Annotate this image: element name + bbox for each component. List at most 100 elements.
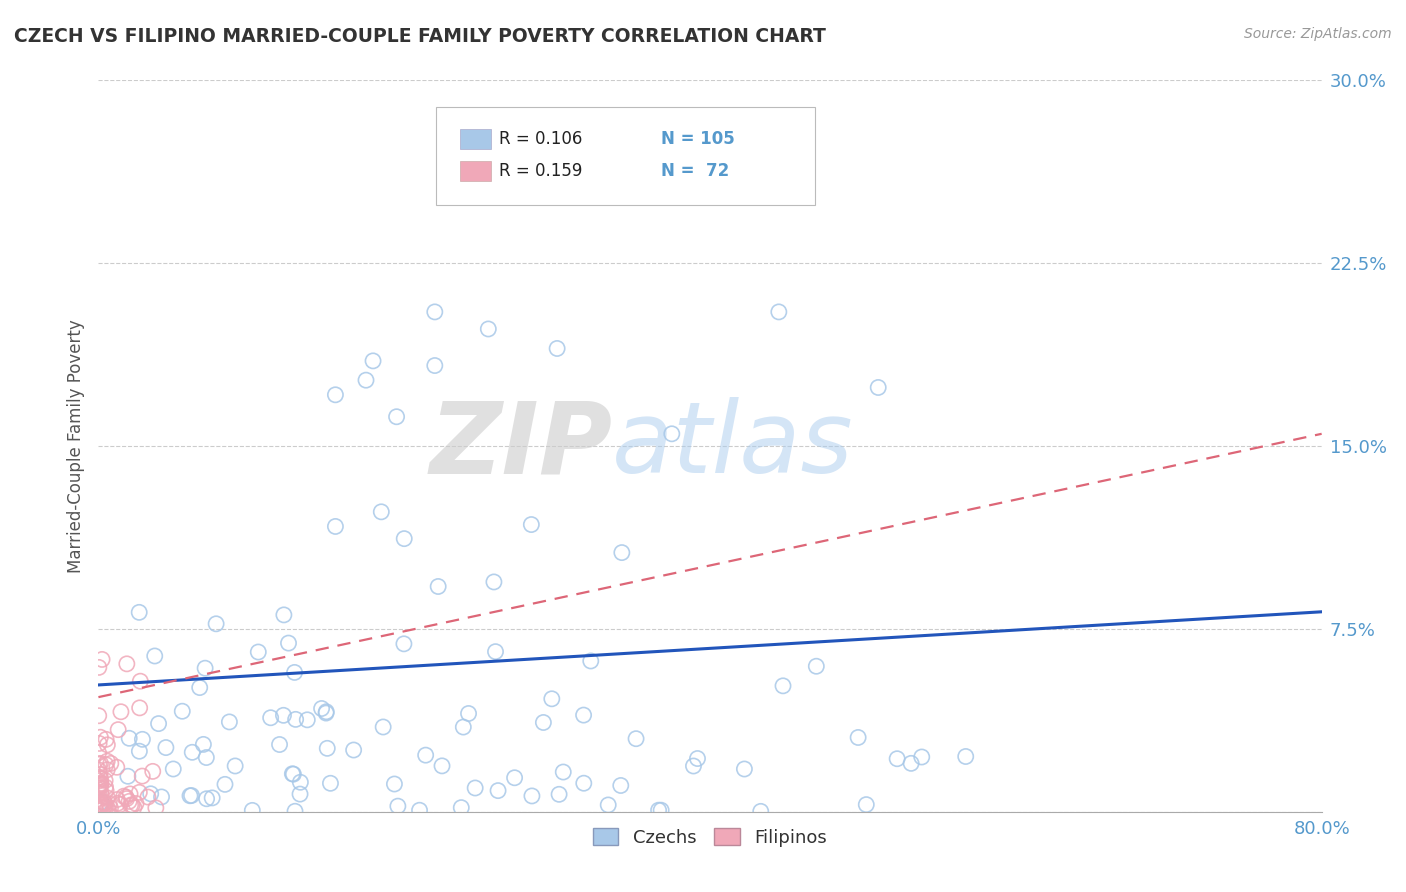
Point xyxy=(90,787,112,801)
Point xyxy=(520,789,543,803)
Point xyxy=(98,797,121,811)
Point xyxy=(269,738,291,752)
Point xyxy=(373,720,395,734)
Point xyxy=(579,654,602,668)
Point xyxy=(311,701,333,715)
Point xyxy=(87,780,110,795)
Point xyxy=(464,780,486,795)
Point xyxy=(94,732,117,747)
Point xyxy=(201,791,224,805)
Point xyxy=(131,769,153,783)
Point xyxy=(343,743,366,757)
Legend: Czechs, Filipinos: Czechs, Filipinos xyxy=(586,822,834,854)
Point xyxy=(415,748,437,763)
Point xyxy=(87,757,110,772)
Point xyxy=(128,701,150,715)
Point xyxy=(316,741,339,756)
Point xyxy=(955,749,977,764)
Point xyxy=(195,791,218,805)
Text: R = 0.159: R = 0.159 xyxy=(499,162,582,180)
Point xyxy=(450,800,472,814)
Point xyxy=(531,715,554,730)
Point xyxy=(150,789,173,804)
Text: CZECH VS FILIPINO MARRIED-COUPLE FAMILY POVERTY CORRELATION CHART: CZECH VS FILIPINO MARRIED-COUPLE FAMILY … xyxy=(14,27,825,45)
Point xyxy=(93,796,115,810)
Point xyxy=(89,783,111,797)
Point xyxy=(121,798,143,813)
Point xyxy=(107,723,129,737)
Point xyxy=(180,789,202,803)
Point xyxy=(277,636,299,650)
Point xyxy=(624,731,647,746)
Point xyxy=(661,426,683,441)
Point xyxy=(384,777,406,791)
Point xyxy=(647,803,669,817)
Point xyxy=(115,791,138,805)
Point xyxy=(247,645,270,659)
Point xyxy=(260,711,283,725)
Text: atlas: atlas xyxy=(612,398,853,494)
Point xyxy=(100,801,122,815)
Point xyxy=(90,777,112,791)
Point xyxy=(284,805,307,819)
Point xyxy=(87,708,110,723)
Point xyxy=(90,804,112,818)
Point xyxy=(273,607,295,622)
Point xyxy=(370,505,392,519)
Point xyxy=(94,805,117,819)
Point xyxy=(94,757,117,772)
Point xyxy=(290,775,312,789)
Point xyxy=(408,803,430,817)
Text: N =  72: N = 72 xyxy=(661,162,730,180)
Point xyxy=(806,659,828,673)
Point xyxy=(503,771,526,785)
Point xyxy=(90,772,112,786)
Text: ZIP: ZIP xyxy=(429,398,612,494)
Point xyxy=(430,759,453,773)
Point xyxy=(89,756,111,771)
Point xyxy=(886,752,908,766)
Point xyxy=(131,732,153,747)
Point xyxy=(520,517,543,532)
Point xyxy=(128,605,150,619)
Point xyxy=(128,744,150,758)
Point xyxy=(284,665,307,680)
Point xyxy=(553,764,575,779)
Point xyxy=(94,780,117,794)
Point xyxy=(477,322,499,336)
Point xyxy=(118,731,141,746)
Point xyxy=(155,740,177,755)
Point xyxy=(142,764,165,779)
Point xyxy=(214,777,236,791)
Point xyxy=(546,342,568,356)
Point xyxy=(96,763,118,777)
Point xyxy=(91,797,114,812)
Point xyxy=(453,720,475,734)
Point xyxy=(105,760,128,774)
Point xyxy=(105,792,128,806)
Point xyxy=(181,745,204,759)
Point xyxy=(108,797,131,812)
Point xyxy=(284,712,307,726)
Point xyxy=(423,305,446,319)
Point xyxy=(486,783,509,797)
Point xyxy=(218,714,240,729)
Point xyxy=(89,797,111,811)
Point xyxy=(120,798,142,813)
Point xyxy=(288,787,311,801)
Point xyxy=(100,756,122,771)
Point xyxy=(273,708,295,723)
Point xyxy=(89,778,111,792)
Point xyxy=(457,706,479,721)
Point xyxy=(110,705,132,719)
Point xyxy=(281,766,304,780)
Point xyxy=(125,797,148,811)
Point xyxy=(855,797,877,812)
Point xyxy=(361,354,384,368)
Point xyxy=(87,746,110,760)
Point xyxy=(772,679,794,693)
Text: N = 105: N = 105 xyxy=(661,130,734,148)
Point xyxy=(89,731,111,745)
Point xyxy=(224,759,246,773)
Point xyxy=(148,716,170,731)
